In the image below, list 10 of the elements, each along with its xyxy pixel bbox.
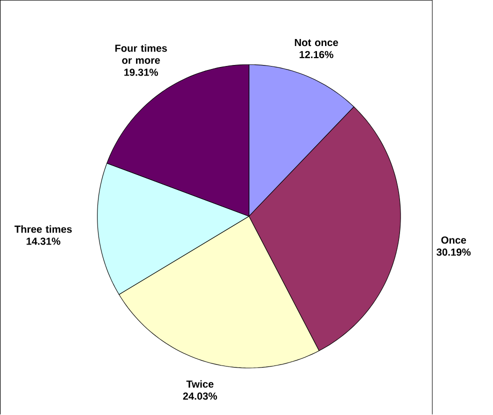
- data-label: 14.31%: [26, 238, 60, 246]
- slice-label: Once: [441, 236, 466, 244]
- slice-label: Three times: [14, 225, 72, 233]
- data-label: 12.16%: [300, 51, 334, 58]
- slice-label: Twice: [186, 380, 214, 388]
- data-label: 24.03%: [183, 392, 218, 400]
- slice-label: Four times or more: [115, 44, 167, 64]
- data-label: 30.19%: [436, 248, 471, 256]
- slice-label: Not once: [294, 39, 338, 46]
- data-label: 19.31%: [124, 68, 158, 76]
